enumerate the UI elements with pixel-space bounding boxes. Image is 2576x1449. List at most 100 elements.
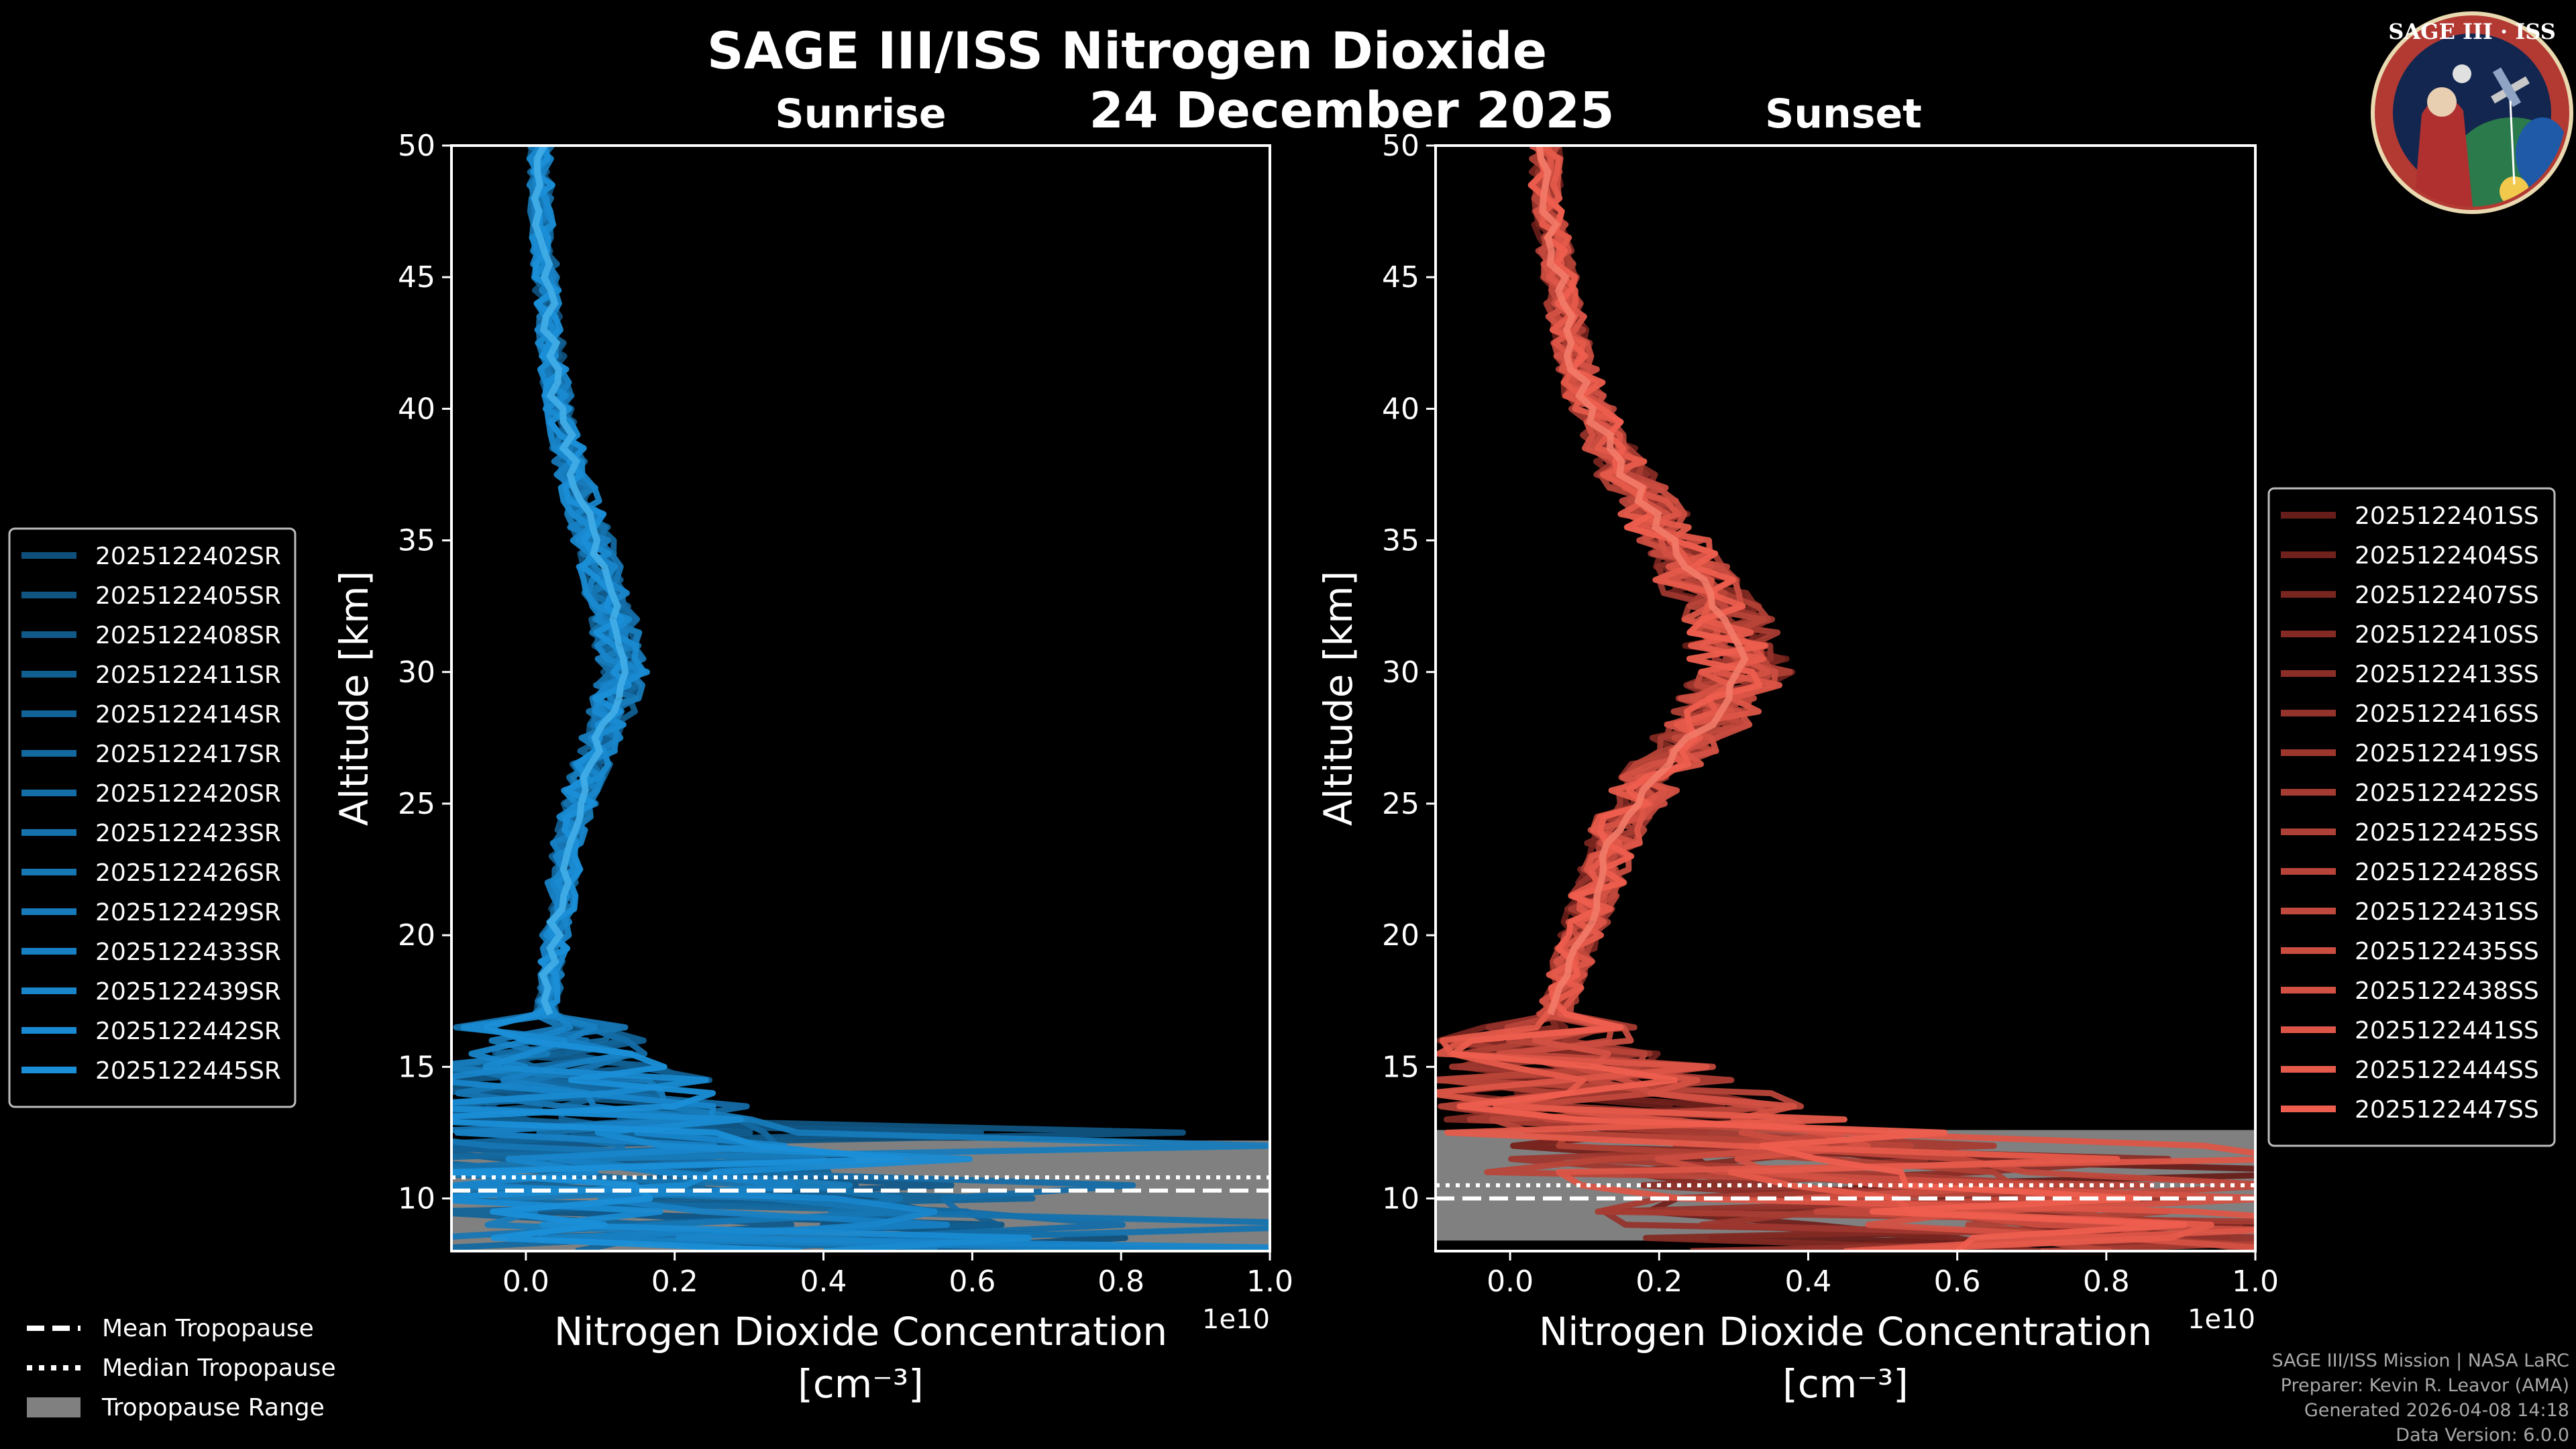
legend-label-2025122407SS: 2025122407SS	[2355, 582, 2539, 609]
y-tick-label: 15	[1382, 1050, 1419, 1084]
legend-label-2025122419SS: 2025122419SS	[2355, 740, 2539, 767]
x-tick-label: 0.0	[502, 1265, 549, 1299]
legend-label-2025122423SR: 2025122423SR	[95, 820, 281, 847]
y-tick-label: 35	[1382, 524, 1419, 558]
logo-figure-head	[2427, 87, 2457, 117]
x-tick-label: 0.4	[800, 1265, 847, 1299]
logo-station-panel	[2492, 67, 2522, 107]
legend-frame	[2267, 487, 2556, 1147]
credit-mission: SAGE III/ISS Mission | NASA LaRC	[2271, 1350, 2569, 1371]
y-tick-label: 50	[398, 129, 435, 163]
y-tick-label: 10	[1382, 1182, 1419, 1216]
plot-frame	[450, 144, 1271, 1252]
profile-line-2025122429SR	[451, 146, 1270, 1251]
plot-clip	[451, 146, 1270, 1251]
legend-label-2025122438SS: 2025122438SS	[2355, 977, 2539, 1005]
y-tick-label: 50	[1382, 129, 1419, 163]
legend-label-2025122426SR: 2025122426SR	[95, 859, 281, 887]
chart-title: SAGE III/ISS Nitrogen Dioxide	[707, 21, 1547, 80]
x-offset-text: 1e10	[2188, 1304, 2255, 1335]
legend-label-2025122422SS: 2025122422SS	[2355, 780, 2539, 807]
legend-label-2025122429SR: 2025122429SR	[95, 899, 281, 926]
y-tick-label: 45	[398, 260, 435, 294]
y-tick-label: 40	[398, 392, 435, 426]
x-tick-label: 0.2	[1635, 1265, 1682, 1299]
y-axis-label: Altitude [km]	[331, 571, 377, 826]
panel-title-sunrise: Sunrise	[775, 91, 946, 138]
legend-tropopause-range-label: Tropopause Range	[101, 1394, 325, 1421]
legend-label-2025122408SR: 2025122408SR	[95, 622, 281, 649]
plot-clip	[1436, 146, 2255, 1251]
y-tick-label: 45	[1382, 260, 1419, 294]
x-tick-label: 0.6	[1934, 1265, 1981, 1299]
legend-sunrise: 2025122402SR 2025122405SR 2025122408SR 2025…	[8, 527, 297, 1108]
legend-median-tropopause-label: Median Tropopause	[102, 1354, 336, 1382]
x-tick-label: 0.6	[949, 1265, 996, 1299]
y-tick-label: 15	[398, 1050, 435, 1084]
y-tick-label: 10	[398, 1182, 435, 1216]
legend-sunset: 2025122401SS 2025122404SS 2025122407SS 2025…	[2267, 487, 2556, 1147]
y-tick-label: 25	[1382, 787, 1419, 821]
legend-label-2025122401SS: 2025122401SS	[2355, 502, 2539, 530]
legend-label-2025122428SS: 2025122428SS	[2355, 859, 2539, 886]
logo-beam	[2509, 100, 2516, 185]
chart-subtitle: 24 December 2025	[1089, 82, 1615, 140]
legend-label-2025122444SS: 2025122444SS	[2355, 1057, 2539, 1084]
logo-title: SAGE III · ISS	[2388, 19, 2556, 44]
x-tick-label: 0.8	[1097, 1265, 1144, 1299]
y-tick-label: 40	[1382, 392, 1419, 426]
x-offset-text: 1e10	[1202, 1304, 1270, 1335]
y-tick-label: 30	[1382, 655, 1419, 690]
legend-label-2025122405SR: 2025122405SR	[95, 582, 281, 610]
y-tick-label: 30	[398, 655, 435, 690]
legend-label-2025122410SS: 2025122410SS	[2355, 621, 2539, 649]
legend-label-2025122413SS: 2025122413SS	[2355, 661, 2539, 688]
x-axis-unit: [cm⁻³]	[798, 1361, 924, 1407]
legend-label-2025122439SR: 2025122439SR	[95, 978, 281, 1006]
x-axis-label: Nitrogen Dioxide Concentration	[1539, 1309, 2152, 1354]
plot-frame	[1434, 144, 2257, 1252]
x-axis-label: Nitrogen Dioxide Concentration	[554, 1309, 1167, 1354]
legend-label-2025122433SR: 2025122433SR	[95, 938, 281, 966]
legend-frame	[8, 527, 297, 1108]
credit-generated: Generated 2026-04-08 14:18	[2304, 1400, 2569, 1421]
x-axis-unit: [cm⁻³]	[1782, 1361, 1909, 1407]
x-tick-label: 1.0	[1246, 1265, 1293, 1299]
legend-tropopause: Mean Tropopause Median Tropopause Tropop…	[27, 1315, 336, 1421]
legend-label-2025122442SR: 2025122442SR	[95, 1018, 281, 1045]
x-tick-label: 0.4	[1784, 1265, 1831, 1299]
profile-mean-line	[531, 146, 629, 1016]
y-tick-label: 35	[398, 524, 435, 558]
y-tick-label: 20	[398, 918, 435, 953]
mission-logo: SAGE III · ISS	[2371, 11, 2573, 214]
legend-label-2025122411SR: 2025122411SR	[95, 661, 281, 689]
legend-mean-tropopause-label: Mean Tropopause	[102, 1315, 314, 1342]
legend-tropopause-range-swatch	[27, 1397, 80, 1417]
logo-moon-icon	[2453, 64, 2471, 83]
legend-label-2025122435SS: 2025122435SS	[2355, 938, 2539, 965]
credits: SAGE III/ISS Mission | NASA LaRC Prepare…	[2271, 1350, 2569, 1446]
legend-label-2025122420SR: 2025122420SR	[95, 780, 281, 808]
legend-label-2025122417SR: 2025122417SR	[95, 741, 281, 768]
y-axis-label: Altitude [km]	[1316, 571, 1361, 826]
y-tick-label: 20	[1382, 918, 1419, 953]
credit-data-version: Data Version: 6.0.0	[2396, 1425, 2569, 1446]
legend-label-2025122404SS: 2025122404SS	[2355, 542, 2539, 570]
y-tick-label: 25	[398, 787, 435, 821]
legend-label-2025122416SS: 2025122416SS	[2355, 700, 2539, 728]
legend-label-2025122414SR: 2025122414SR	[95, 701, 281, 729]
legend-label-2025122402SR: 2025122402SR	[95, 543, 281, 570]
x-tick-label: 0.0	[1487, 1265, 1534, 1299]
panel-sunset: 0.0 0.2 0.4 0.6 0.8 1.0 10 15 20 25 30 35 40 45 50 1e10…	[1316, 129, 2279, 1407]
legend-label-2025122431SS: 2025122431SS	[2355, 898, 2539, 926]
legend-label-2025122445SR: 2025122445SR	[95, 1057, 281, 1085]
legend-label-2025122447SS: 2025122447SS	[2355, 1096, 2539, 1124]
legend-label-2025122441SS: 2025122441SS	[2355, 1017, 2539, 1044]
panel-title-sunset: Sunset	[1765, 91, 1922, 138]
profile-mean-line	[1536, 146, 1749, 1016]
x-tick-label: 0.8	[2083, 1265, 2130, 1299]
profile-line-2025122445SR	[451, 146, 904, 1251]
panel-sunrise: 0.0 0.2 0.4 0.6 0.8 1.0 10 15 20 25 30 35 40 45 50 1e10…	[331, 129, 1293, 1407]
legend-label-2025122425SS: 2025122425SS	[2355, 819, 2539, 847]
